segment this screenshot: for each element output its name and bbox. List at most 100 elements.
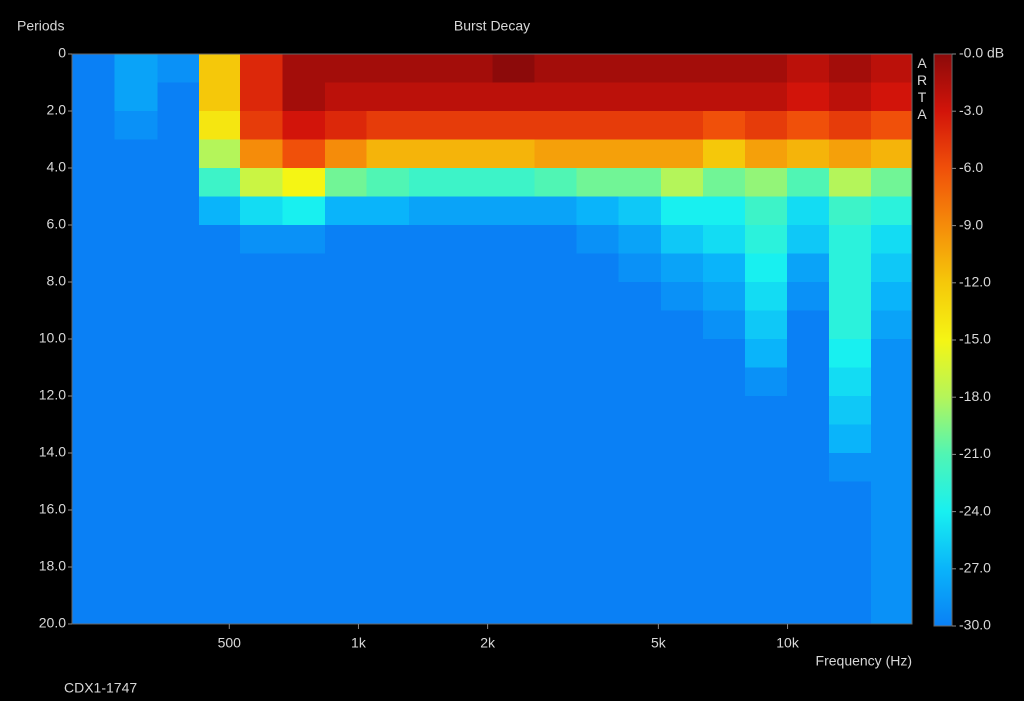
heatmap-cell [702,310,746,340]
heatmap-cell [702,139,746,169]
heatmap-cell [282,595,326,625]
heatmap-cell [324,396,368,426]
heatmap-cell [744,510,788,540]
heatmap-cell [492,567,536,597]
heatmap-cell [702,481,746,511]
heatmap-cell [450,310,494,340]
heatmap-cell [72,282,116,312]
heatmap-cell [660,538,704,568]
heatmap-cell [576,367,620,397]
heatmap-cell [408,339,452,369]
heatmap-cell [324,453,368,483]
heatmap-cell [157,396,200,426]
heatmap-cell [534,595,578,625]
heatmap-cell [870,54,913,84]
heatmap-cell [157,225,200,255]
heatmap-cell [618,339,662,369]
heatmap-cell [828,396,872,426]
heatmap-cell [786,82,830,112]
heatmap-cell [786,538,830,568]
heatmap-cell [534,510,578,540]
heatmap-cell [660,367,704,397]
heatmap-cell [576,139,620,169]
heatmap-cell [534,196,578,226]
heatmap-cell [324,538,368,568]
heatmap-cell [408,282,452,312]
heatmap-cell [744,253,788,283]
heatmap-cell [576,339,620,369]
heatmap-cell [534,310,578,340]
x-tick-label: 2k [480,635,496,651]
heatmap-cell [618,54,662,84]
heatmap-cell [576,282,620,312]
heatmap-cell [450,253,494,283]
heatmap-cell [870,538,913,568]
heatmap-cell [198,225,241,255]
heatmap-cell [72,111,116,141]
heatmap-cell [786,54,830,84]
heatmap-cell [408,481,452,511]
heatmap-cell [450,111,494,141]
heatmap-cell [492,424,536,454]
heatmap-cell [324,367,368,397]
heatmap-cell [324,567,368,597]
heatmap-cell [240,82,284,112]
heatmap-cell [198,538,241,568]
heatmap-cell [282,54,326,84]
heatmap-cell [157,139,200,169]
heatmap-cell [576,510,620,540]
heatmap-cell [618,367,662,397]
heatmap-cell [618,310,662,340]
heatmap-cell [240,481,284,511]
heatmap-cell [660,111,704,141]
heatmap-cell [324,424,368,454]
heatmap-cell [408,111,452,141]
heatmap-cell [786,225,830,255]
heatmap-cell [702,82,746,112]
y-tick-label: 14.0 [39,444,66,460]
footnote: CDX1-1747 [64,680,137,696]
y-tick-label: 18.0 [39,558,66,574]
heatmap-cell [492,196,536,226]
heatmap-cell [72,54,116,84]
heatmap-cell [282,481,326,511]
heatmap-cell [870,225,913,255]
colorbar-tick-label: -30.0 [959,617,991,633]
heatmap-cell [534,82,578,112]
heatmap-cell [828,168,872,198]
colorbar-tick-label: -21.0 [959,445,991,461]
heatmap-cell [240,424,284,454]
heatmap-cell [198,453,241,483]
colorbar-tick-label: -3.0 [959,102,983,118]
heatmap-cell [450,225,494,255]
heatmap-cell [534,567,578,597]
heatmap-cell [240,538,284,568]
heatmap-cell [870,367,913,397]
heatmap-cell [828,567,872,597]
heatmap-cell [618,139,662,169]
heatmap-cell [828,282,872,312]
heatmap-cell [660,282,704,312]
colorbar-tick-label: -24.0 [959,502,991,518]
heatmap-cell [786,453,830,483]
heatmap-cell [618,595,662,625]
heatmap-cell [366,168,410,198]
x-tick-label: 500 [218,635,242,651]
heatmap-cell [870,595,913,625]
heatmap-cell [744,310,788,340]
heatmap-cell [534,424,578,454]
x-axis-label: Frequency (Hz) [816,653,912,669]
heatmap-cell [324,168,368,198]
heatmap-cell [492,168,536,198]
heatmap-cell [828,310,872,340]
heatmap-cell [870,253,913,283]
y-tick-label: 6.0 [47,216,67,232]
heatmap-cell [828,538,872,568]
heatmap-cell [72,339,116,369]
heatmap-cell [870,339,913,369]
heatmap-cell [198,168,241,198]
heatmap-cell [786,253,830,283]
heatmap-cell [702,538,746,568]
heatmap-cell [240,567,284,597]
heatmap-cell [324,196,368,226]
